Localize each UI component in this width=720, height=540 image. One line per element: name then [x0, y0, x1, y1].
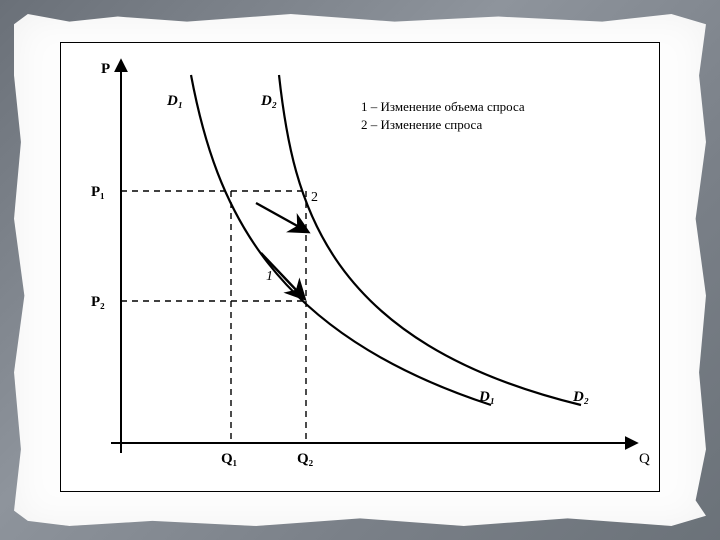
reference-lines — [121, 191, 306, 443]
y-axis-label: P — [101, 61, 110, 77]
x-axis-label: Q — [639, 451, 650, 467]
legend-line-2: 2 – Изменение спроса — [361, 117, 482, 132]
label-q2: Q₂ — [297, 451, 314, 467]
labels-group: P₁ P₂ Q₁ Q₂ D₁ D₂ D₁ D₂ 2 1 1 – Изменени… — [91, 93, 589, 467]
label-d1-bottom: D₁ — [478, 389, 495, 405]
arrows-group — [256, 203, 301, 293]
label-p2: P₂ — [91, 294, 105, 310]
label-arrow-1: 1 — [266, 269, 273, 284]
paper-sheet: P Q — [14, 14, 706, 526]
label-d2-bottom: D₂ — [572, 389, 589, 405]
textured-frame: P Q — [0, 0, 720, 540]
demand-shift-diagram: P Q — [61, 43, 659, 491]
arrow-shift — [256, 203, 301, 228]
label-p1: P₁ — [91, 184, 105, 200]
chart-container: P Q — [60, 42, 660, 492]
label-d2-top: D₂ — [260, 93, 277, 109]
label-d1-top: D₁ — [166, 93, 183, 109]
label-q1: Q₁ — [221, 451, 237, 467]
legend-line-1: 1 – Изменение объема спроса — [361, 99, 525, 114]
label-arrow-2: 2 — [311, 190, 318, 205]
